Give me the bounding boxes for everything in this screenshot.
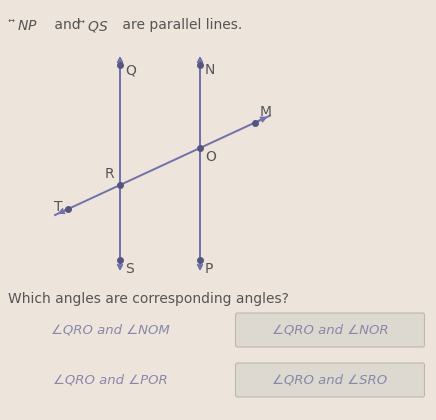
Text: R: R bbox=[104, 167, 114, 181]
Text: Q: Q bbox=[125, 63, 136, 77]
Text: O: O bbox=[205, 150, 216, 164]
Text: T: T bbox=[54, 200, 62, 214]
FancyBboxPatch shape bbox=[235, 363, 425, 397]
Text: $\overleftrightarrow{QS}$: $\overleftrightarrow{QS}$ bbox=[78, 18, 109, 34]
Text: P: P bbox=[205, 262, 213, 276]
Text: ∠QRO and ∠SRO: ∠QRO and ∠SRO bbox=[272, 373, 388, 386]
Text: are parallel lines.: are parallel lines. bbox=[118, 18, 242, 32]
Text: ∠QRO and ∠NOR: ∠QRO and ∠NOR bbox=[272, 323, 388, 336]
Text: $\overleftrightarrow{NP}$: $\overleftrightarrow{NP}$ bbox=[8, 18, 38, 33]
Text: N: N bbox=[205, 63, 215, 77]
Text: M: M bbox=[260, 105, 272, 118]
Text: Which angles are corresponding angles?: Which angles are corresponding angles? bbox=[8, 292, 289, 306]
Text: ∠QRO and ∠NOM: ∠QRO and ∠NOM bbox=[51, 323, 169, 336]
Text: ∠QRO and ∠POR: ∠QRO and ∠POR bbox=[53, 373, 167, 386]
Text: and: and bbox=[50, 18, 85, 32]
Text: S: S bbox=[125, 262, 134, 276]
FancyBboxPatch shape bbox=[235, 313, 425, 347]
